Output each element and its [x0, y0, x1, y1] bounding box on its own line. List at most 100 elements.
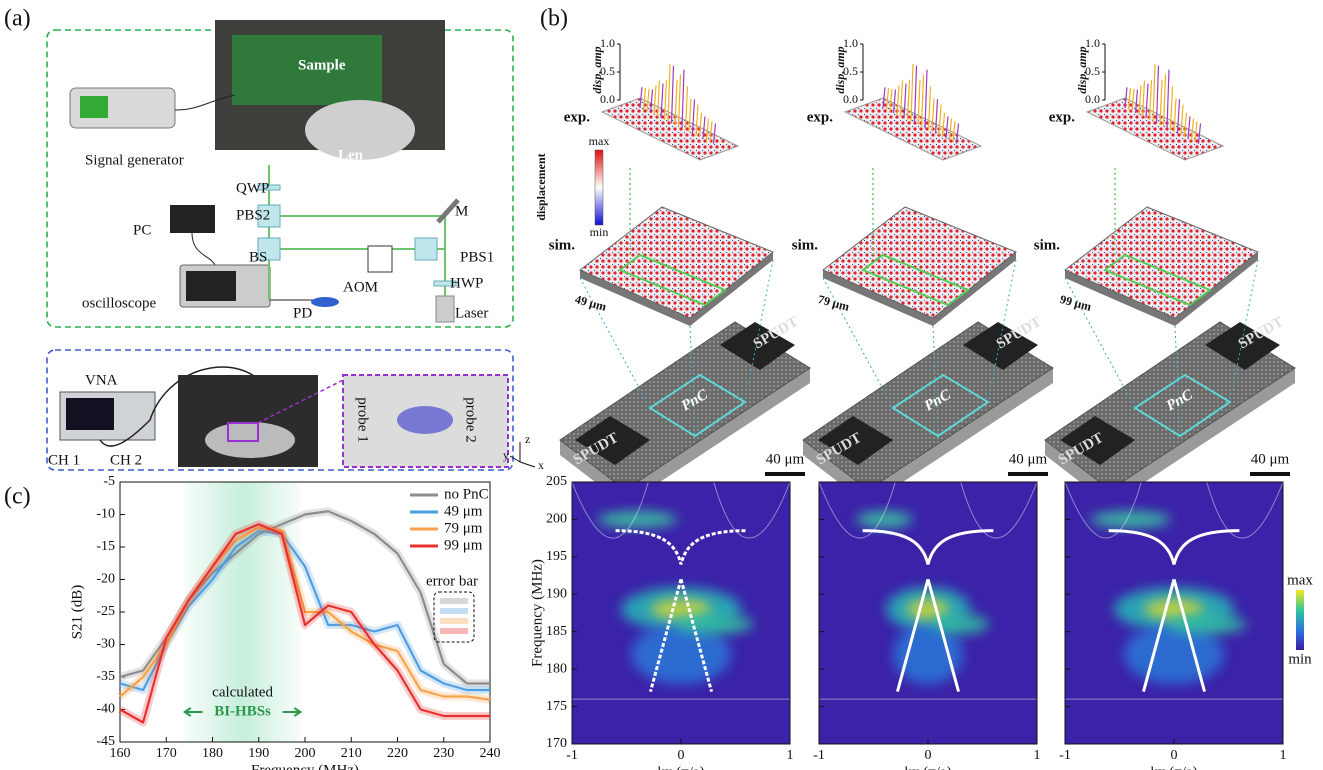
exp-spike [896, 85, 900, 115]
amp-axis-label: disp. amp [590, 46, 604, 93]
projection-lines [1064, 259, 1259, 437]
vna-label: VNA [85, 372, 118, 388]
sim-plate [1064, 206, 1259, 319]
x-tick-label: 220 [387, 746, 408, 761]
error-bar-key [433, 591, 475, 643]
annotation-arrow [182, 707, 303, 717]
error-bar-swatch [440, 618, 468, 624]
vna-label: CH 1 [48, 452, 80, 468]
exp-spike [1148, 79, 1153, 120]
cable [99, 366, 271, 447]
legend-label: 99 μm [444, 537, 483, 553]
x-tick-label: 230 [433, 746, 454, 761]
exp-spike [948, 118, 953, 141]
exp-spike [955, 123, 960, 144]
exp-spike [709, 121, 713, 143]
size-label: 49 μm [574, 292, 608, 314]
y-tick-label: -30 [96, 637, 115, 652]
exp-spike [674, 80, 678, 126]
band-curve [1108, 529, 1240, 692]
exp-spike [677, 74, 682, 127]
exp-spike [1138, 85, 1142, 115]
exp-spike [931, 98, 935, 132]
exp-spike [1124, 87, 1128, 109]
exp-spike [1176, 99, 1181, 134]
size-label: 99 μm [1059, 292, 1093, 314]
heatmap-colorbar [1296, 590, 1304, 650]
exp-spike [1173, 98, 1177, 132]
x-axis-label: kx (π/a) [657, 764, 704, 770]
exp-spike [1141, 80, 1146, 117]
band-curve [862, 529, 994, 692]
mirror [436, 198, 460, 224]
exp-spike [698, 112, 703, 137]
photodiode [311, 297, 339, 307]
x-tick-label: -1 [813, 748, 825, 763]
triad-label: y [503, 448, 509, 462]
scale-bar-label: 40 μm [1251, 451, 1290, 467]
setup-label: AOM [343, 279, 378, 295]
exp-spike [1194, 121, 1198, 143]
exp-label: exp. [1049, 109, 1076, 125]
x-tick-label: -1 [1059, 748, 1071, 763]
setup-label: Laser [455, 305, 488, 321]
exp-spike [913, 65, 918, 124]
legend-label: 49 μm [444, 503, 483, 519]
screen [66, 398, 114, 430]
error-bar-swatch [440, 608, 468, 614]
scale-bar-label: 40 μm [766, 451, 805, 467]
colorbar-label: max [1287, 572, 1313, 588]
exp-spike [917, 80, 921, 126]
y-tick-label: 195 [546, 549, 567, 564]
band-lines [818, 481, 1038, 700]
cable [174, 94, 236, 111]
legend-label: no PnC [444, 486, 489, 502]
heatmap-blob [673, 614, 754, 635]
sim-plate [822, 206, 1017, 319]
colorbar-label: min [590, 225, 609, 239]
exp-strip [1085, 97, 1225, 161]
exp-spike [924, 69, 928, 129]
y-tick-label: -20 [96, 572, 115, 587]
setup-label: QWP [236, 180, 269, 196]
exp-spike [642, 87, 647, 110]
pcb [232, 35, 382, 105]
amp-tick-label: 0.0 [843, 92, 858, 106]
x-tick-label: 200 [295, 746, 316, 761]
scale-bar-label: 40 μm [1009, 451, 1048, 467]
exp-spike [688, 98, 692, 132]
annotation: calculated [212, 684, 273, 700]
setup-label: M [455, 203, 468, 219]
heatmap-blob [856, 511, 913, 528]
vna-frame [46, 349, 514, 471]
band-curve [615, 529, 747, 692]
exp-spike [656, 80, 661, 117]
annotation: error bar [426, 573, 478, 589]
exp-spike [646, 88, 650, 112]
amp-tick-label: 0.0 [600, 92, 615, 106]
amp-tick-label: 1.0 [600, 36, 615, 50]
exp-label: exp. [564, 109, 591, 125]
exp-spike [889, 88, 893, 112]
exp-spike [667, 64, 671, 122]
y-tick-label: 175 [546, 699, 567, 714]
y-tick-label: -15 [96, 539, 115, 554]
exp-label: exp. [807, 109, 834, 125]
exp-spike [1127, 87, 1132, 110]
heatmap-blob [1090, 511, 1171, 528]
pnc-box [648, 373, 747, 438]
exp-spike [712, 123, 717, 144]
exp-spike [1190, 118, 1195, 141]
y-tick-label: 180 [546, 661, 567, 676]
x-tick-label: 240 [480, 746, 501, 761]
setup-label: PD [293, 305, 312, 321]
heatmap-blob [932, 614, 989, 635]
laptop [170, 205, 215, 233]
colorbar-title: displacement [534, 153, 548, 220]
electrode [1205, 322, 1280, 370]
amp-tick-label: 0.5 [1085, 64, 1100, 78]
x-tick-label: 1 [1034, 748, 1041, 763]
y-tick-label: -40 [96, 702, 115, 717]
amp-tick-label: 0.5 [600, 64, 615, 78]
sim-side [1065, 252, 1258, 326]
